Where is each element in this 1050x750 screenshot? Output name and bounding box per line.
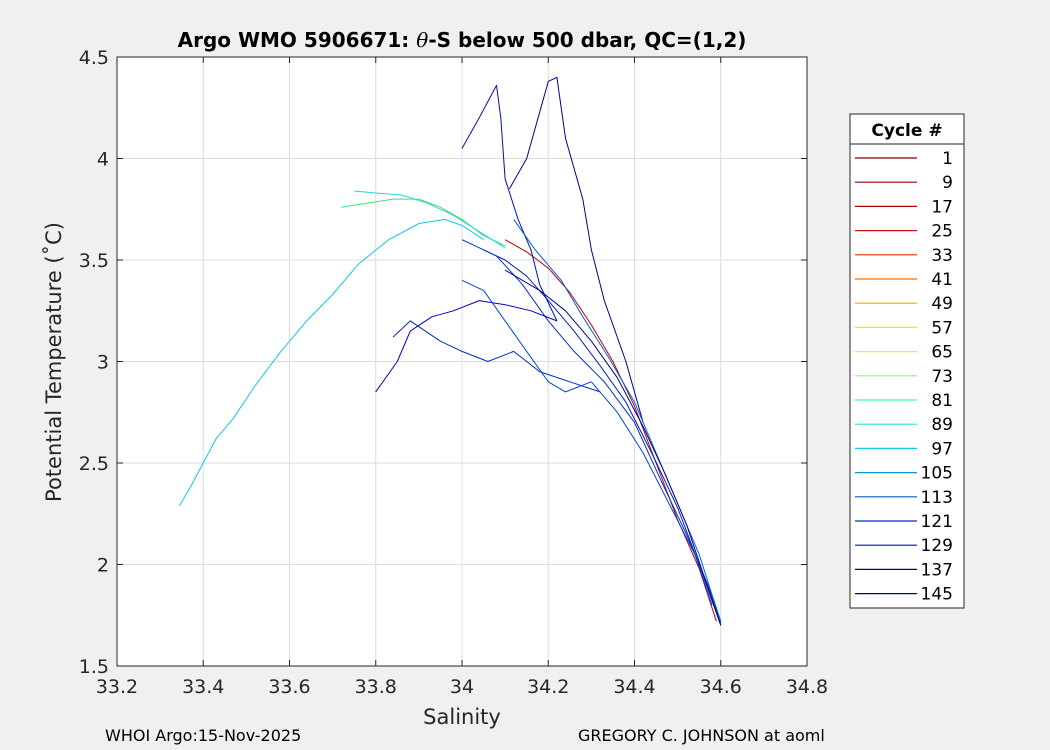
x-tick-label: 33.8 (355, 676, 397, 698)
legend-label-1: 1 (942, 149, 953, 169)
legend-label-57: 57 (931, 318, 953, 338)
x-tick-label: 34.6 (700, 676, 742, 698)
legend-label-121: 121 (921, 512, 953, 532)
x-tick-label: 34.8 (786, 676, 828, 698)
legend-label-89: 89 (931, 415, 953, 435)
legend-label-97: 97 (931, 439, 953, 459)
series-line-spike-tall (461, 84, 558, 322)
x-tick-label: 34.2 (527, 676, 569, 698)
chart-title: Argo WMO 5906671: θ-S below 500 dbar, QC… (178, 28, 747, 52)
series-line-blue-main-3 (513, 219, 722, 622)
x-tick-label: 33.4 (182, 676, 224, 698)
footer-left: WHOI Argo:15-Nov-2025 (105, 726, 301, 745)
x-tick-label: 34.4 (613, 676, 655, 698)
x-axis-label: Salinity (423, 705, 501, 729)
legend-label-137: 137 (921, 560, 953, 580)
series-line-left-wiggle (392, 320, 601, 393)
y-tick-label: 3 (97, 352, 109, 374)
legend-label-81: 81 (931, 391, 953, 411)
y-tick-label: 1.5 (79, 656, 109, 678)
series-line-cyan-top (354, 190, 506, 249)
x-tick-label: 34 (450, 676, 474, 698)
x-tick-label: 33.6 (268, 676, 310, 698)
y-tick-label: 3.5 (79, 250, 109, 272)
legend-label-17: 17 (931, 197, 953, 217)
legend-box (849, 113, 965, 609)
legend-title: Cycle # (871, 121, 942, 141)
legend: Cycle # 1 9 17 25 33 41 49 57 65 73 81 89 97 105 113 12… (849, 113, 965, 609)
legend-label-113: 113 (921, 488, 953, 508)
series-line-blue-main-1 (483, 249, 722, 626)
legend-label-73: 73 (931, 367, 953, 387)
legend-label-41: 41 (931, 270, 953, 290)
series-lines (179, 76, 722, 626)
legend-label-65: 65 (931, 343, 953, 363)
series-line-mid-curve (461, 279, 713, 606)
y-tick-label: 4.5 (79, 47, 109, 69)
series-line-blue-main-4 (504, 269, 722, 626)
axis-ticks: 33.2 33.4 33.6 33.8 34 34.2 34.4 34.6 34.81.522.… (79, 47, 828, 698)
y-tick-label: 4 (97, 149, 109, 171)
series-line-red-core (504, 239, 717, 622)
x-tick-label: 33.2 (96, 676, 138, 698)
footer-right: GREGORY C. JOHNSON at aoml (578, 726, 825, 745)
legend-label-49: 49 (931, 294, 953, 314)
series-line-cyan-long (179, 218, 484, 506)
series-line-green-top (341, 198, 506, 247)
series-line-spike-right (508, 76, 644, 423)
legend-label-105: 105 (921, 464, 953, 484)
y-tick-label: 2.5 (79, 453, 109, 475)
legend-label-25: 25 (931, 222, 953, 242)
y-tick-label: 2 (97, 555, 109, 577)
series-line-left-branch (375, 300, 558, 393)
legend-label-9: 9 (942, 173, 953, 193)
legend-label-129: 129 (921, 536, 953, 556)
y-axis-label: Potential Temperature (˚C) (42, 222, 66, 502)
legend-entries: 1 9 17 25 33 41 49 57 65 73 81 89 97 105 113 121 129 137 1… (855, 149, 953, 605)
legend-label-33: 33 (931, 246, 953, 266)
legend-label-145: 145 (921, 585, 953, 605)
